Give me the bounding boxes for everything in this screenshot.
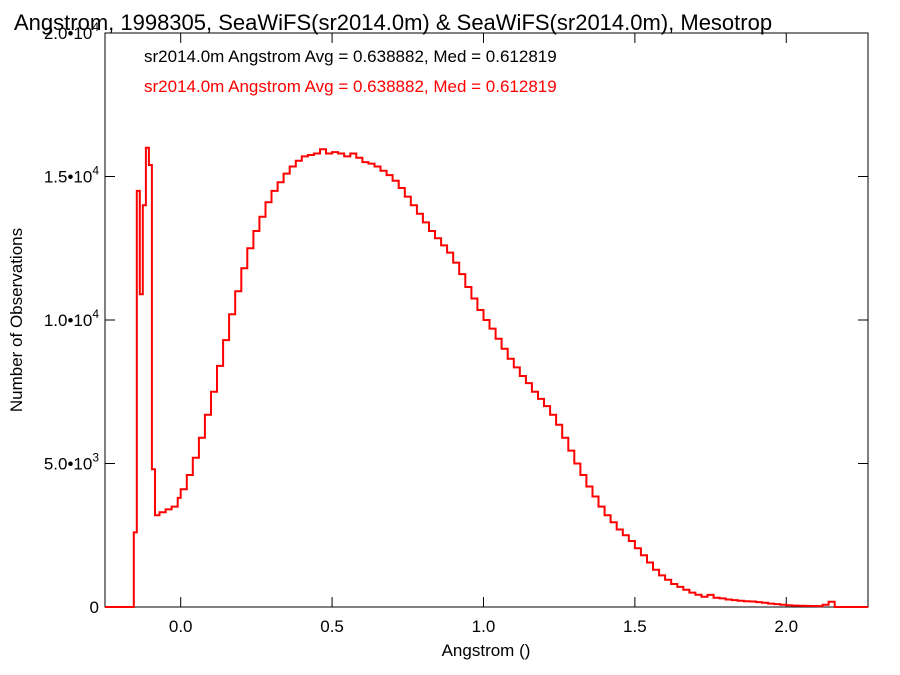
stats-annotation-red: sr2014.0m Angstrom Avg = 0.638882, Med =… [144,77,557,96]
y-tick-label: 1.5•104 [44,164,100,187]
series-line-angstrom-histogram [105,146,868,608]
x-tick-label: 1.0 [472,617,496,636]
x-axis-label: Angstrom () [442,641,531,660]
x-tick-label: 1.5 [623,617,647,636]
y-axis-label: Number of Observations [7,228,26,412]
x-axis-ticks: 0.0 0.5 1.0 1.5 2.0 [169,33,798,636]
y-tick-label: 1.0•104 [44,307,100,330]
x-tick-label: 0.5 [320,617,344,636]
y-tick-label: 2.0•104 [44,20,100,43]
x-tick-label: 2.0 [774,617,798,636]
y-axis-ticks: 0 5.0•103 1.0•104 1.5•104 2.0•104 [44,20,868,617]
chart-title: Angstrom, 1998305, SeaWiFS(sr2014.0m) & … [14,10,772,35]
y-tick-label: 5.0•103 [44,451,100,474]
y-tick-label: 0 [90,598,99,617]
stats-annotation-black: sr2014.0m Angstrom Avg = 0.638882, Med =… [144,47,557,66]
x-tick-label: 0.0 [169,617,193,636]
